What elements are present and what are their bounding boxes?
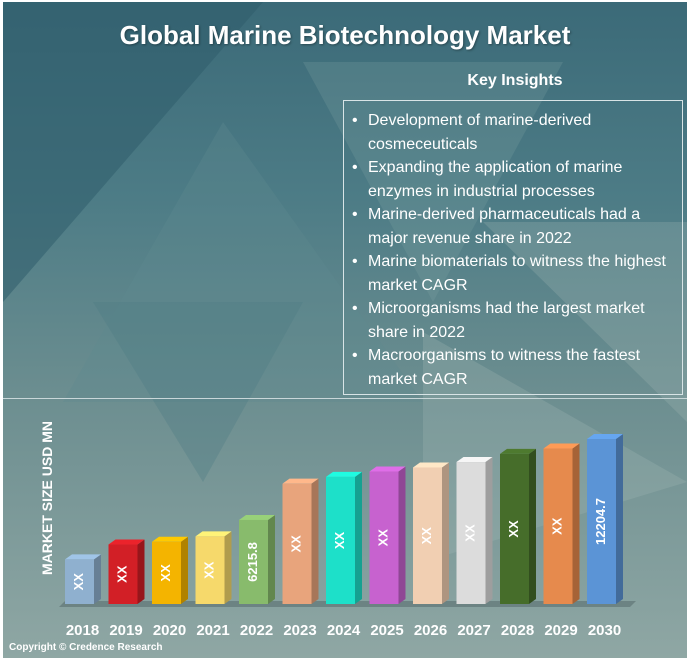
x-tick-label: 2019	[109, 622, 142, 639]
insight-item: Microorganisms had the largest market sh…	[350, 297, 676, 344]
insight-item: Development of marine-derived cosmeceuti…	[350, 109, 676, 156]
bar-front	[195, 536, 225, 604]
data-label: XX	[158, 564, 173, 582]
bar-2027: XX 2027	[456, 457, 493, 639]
bar-top	[239, 514, 275, 520]
bar-front	[65, 559, 94, 604]
bar-2020: XX 2020	[152, 536, 188, 639]
bar-2025: XX 2025	[369, 466, 406, 639]
data-label: XX	[375, 529, 390, 547]
data-label: 6215.8	[245, 542, 260, 582]
bar-side	[572, 443, 580, 604]
bar-side	[355, 471, 362, 604]
bar-2023: XX 2023	[282, 478, 319, 639]
bar-side	[137, 539, 145, 604]
copyright-text: Copyright © Credence Research	[9, 642, 163, 653]
bar-top	[326, 471, 362, 477]
bar-2022: 6215.8 2022	[239, 514, 275, 639]
x-tick-label: 2026	[414, 622, 447, 639]
data-label: XX	[506, 520, 521, 538]
bar-front	[239, 519, 268, 604]
insight-item: Expanding the application of marine enzy…	[350, 156, 676, 203]
data-label: XX	[114, 565, 129, 583]
x-tick-label: 2027	[457, 622, 490, 639]
bar-side	[485, 457, 493, 604]
section-divider	[3, 398, 687, 399]
data-label: XX	[462, 524, 477, 542]
bar-2019: XX 2019	[108, 539, 145, 639]
bar-top	[543, 443, 580, 449]
insight-item: Marine biomaterials to witness the highe…	[350, 250, 676, 297]
bar-2024: XX 2024	[326, 471, 362, 639]
data-label: XX	[332, 531, 347, 549]
insights-list: Development of marine-derived cosmeceuti…	[350, 109, 676, 391]
x-tick-label: 2025	[370, 622, 403, 639]
data-label: XX	[201, 561, 216, 579]
bar-2018: XX 2018	[65, 554, 101, 639]
bar-2026: XX 2026	[413, 462, 449, 639]
bar-front	[369, 471, 399, 604]
bar-2029: XX 2029	[543, 443, 580, 639]
bar-side	[442, 462, 449, 604]
bar-top	[152, 536, 188, 542]
data-label: XX	[71, 573, 86, 591]
bar-2028: XX 2028	[500, 448, 536, 639]
x-tick-label: 2023	[283, 622, 316, 639]
bar-front	[456, 462, 486, 604]
x-tick-label: 2018	[66, 622, 99, 639]
insights-heading: Key Insights	[467, 72, 563, 89]
bar-front	[152, 541, 181, 604]
x-tick-label: 2024	[327, 622, 361, 639]
x-tick-label: 2028	[501, 622, 534, 639]
data-label: 12204.7	[593, 498, 608, 545]
insights-box: Development of marine-derived cosmeceuti…	[343, 100, 683, 395]
x-tick-label: 2029	[544, 622, 577, 639]
x-tick-label: 2030	[588, 622, 621, 639]
bar-front	[282, 483, 312, 604]
bar-side	[398, 466, 406, 604]
bar-side	[224, 531, 232, 604]
bar-front	[500, 453, 529, 604]
data-label: XX	[549, 517, 564, 535]
bar-side	[529, 448, 536, 604]
bar-top	[413, 462, 449, 468]
bar-top	[65, 554, 101, 560]
bar-front	[543, 448, 573, 604]
bar-top	[456, 457, 493, 463]
bar-front	[413, 467, 442, 604]
page-title: Global Marine Biotechnology Market	[119, 20, 571, 50]
bar-side	[268, 514, 275, 604]
bar-top	[500, 448, 536, 454]
bar-top	[195, 531, 232, 537]
bar-chart: XX 2018 XX 2019 XX 2020 XX 2021 6215.8 2022 XX 2023…	[59, 434, 636, 639]
x-tick-label: 2020	[153, 622, 186, 639]
bar-top	[369, 466, 406, 472]
insight-item: Macroorganisms to witness the fastest ma…	[350, 344, 676, 391]
x-tick-label: 2022	[240, 622, 273, 639]
bar-front	[326, 476, 355, 604]
data-label: XX	[419, 527, 434, 545]
bar-2021: XX 2021	[195, 531, 232, 639]
bar-front	[587, 439, 616, 604]
bar-top	[587, 434, 623, 439]
bar-side	[94, 554, 101, 604]
data-label: XX	[288, 535, 303, 553]
bar-top	[108, 539, 145, 545]
x-tick-label: 2021	[196, 622, 229, 639]
infographic: Global Marine Biotechnology Market Key I…	[3, 2, 687, 658]
bar-front	[108, 544, 138, 604]
insight-item: Marine-derived pharmaceuticals had a maj…	[350, 203, 676, 250]
bar-side	[311, 478, 319, 604]
bar-side	[181, 536, 188, 604]
bar-side	[616, 434, 623, 604]
bar-2030: 12204.7 2030	[587, 434, 623, 639]
bar-top	[282, 478, 319, 484]
